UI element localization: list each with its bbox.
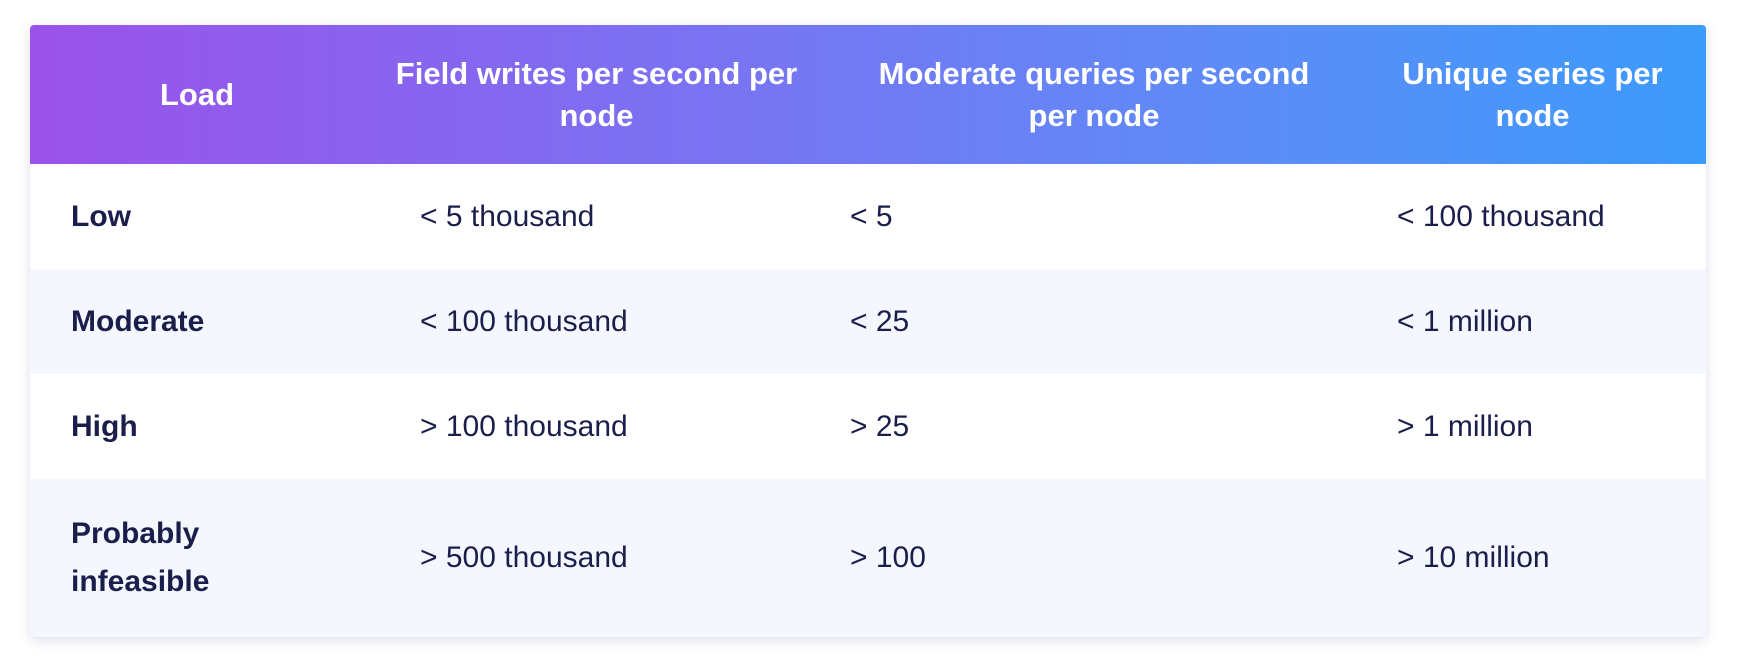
cell-load: Probably infeasible	[71, 517, 210, 598]
cell-field-writes: < 5 thousand	[420, 199, 595, 233]
table-row: Moderate < 100 thousand < 25 < 1 million	[30, 269, 1706, 374]
cell-moderate-queries: > 25	[850, 409, 910, 443]
table-row: Low < 5 thousand < 5 < 100 thousand	[30, 164, 1706, 269]
cell-unique-series: < 100 thousand	[1397, 199, 1605, 233]
load-table: Load Field writes per second per node Mo…	[30, 25, 1706, 637]
cell-load: Low	[71, 199, 131, 233]
cell-unique-series: < 1 million	[1397, 304, 1533, 338]
table-body: Low < 5 thousand < 5 < 100 thousand Mode…	[30, 164, 1706, 637]
header-load: Load	[159, 76, 235, 112]
cell-load: Moderate	[71, 304, 205, 338]
cell-field-writes: > 100 thousand	[420, 409, 628, 443]
cell-unique-series: > 10 million	[1397, 541, 1550, 574]
table-row: High > 100 thousand > 25 > 1 million	[30, 374, 1706, 479]
cell-load: High	[71, 409, 138, 443]
header-field-writes: Field writes per second per node	[395, 55, 798, 133]
cell-unique-series: > 1 million	[1397, 409, 1533, 443]
cell-field-writes: < 100 thousand	[420, 304, 628, 338]
cell-moderate-queries: < 5	[850, 199, 893, 233]
cell-moderate-queries: > 100	[850, 541, 926, 574]
hardware-sizing-table: Load Field writes per second per node Mo…	[30, 25, 1706, 637]
table-row: Probably infeasible > 500 thousand > 100…	[30, 479, 1706, 637]
cell-field-writes: > 500 thousand	[420, 541, 628, 574]
header-row: Load Field writes per second per node Mo…	[30, 25, 1706, 164]
table-header: Load Field writes per second per node Mo…	[30, 25, 1706, 164]
cell-moderate-queries: < 25	[850, 304, 910, 338]
header-unique-series: Unique series per node	[1402, 55, 1663, 133]
header-moderate-queries: Moderate queries per second per node	[878, 55, 1310, 133]
